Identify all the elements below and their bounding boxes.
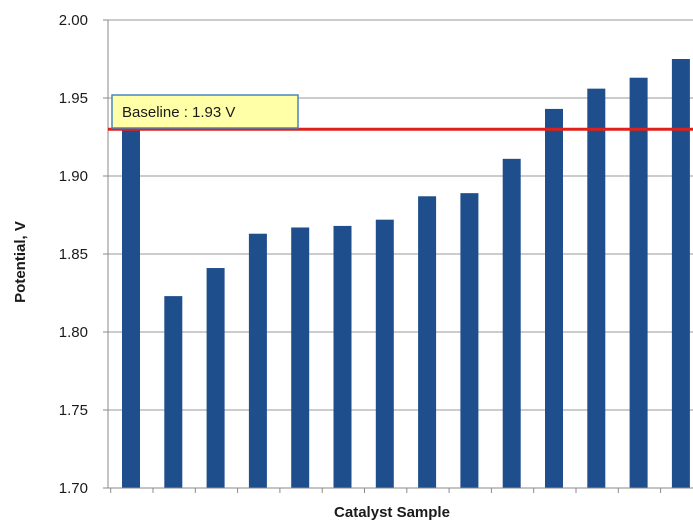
y-tick-label: 1.75 [59,402,88,419]
bars [122,59,690,489]
y-tick-label: 1.90 [59,168,88,185]
bar [333,225,352,489]
bar [291,227,310,489]
baseline-annotation-box [111,94,299,129]
y-tick-label: 1.95 [59,90,88,107]
bar [502,158,521,488]
bar [122,129,140,488]
bar [587,88,606,488]
x-axis-title: Catalyst Sample [334,504,450,521]
bar [206,268,225,488]
bar [375,219,394,488]
bar [418,196,437,488]
bar [164,296,183,488]
y-axis-title: Potential, V [12,221,29,303]
y-tick-label: 1.70 [59,480,88,497]
y-tick-label: 1.85 [59,246,88,263]
baseline-annotation-label: Baseline : 1.93 V [122,104,235,121]
y-tick-label: 2.00 [59,12,88,29]
y-tick-label: 1.80 [59,324,88,341]
bar [248,233,267,488]
y-tick-labels: 1.70 1.75 1.80 1.85 1.90 1.95 2.00 [59,12,88,497]
axes [103,19,693,493]
bar [545,108,563,489]
bar [629,77,648,488]
bar [460,193,479,488]
bar [671,59,690,488]
